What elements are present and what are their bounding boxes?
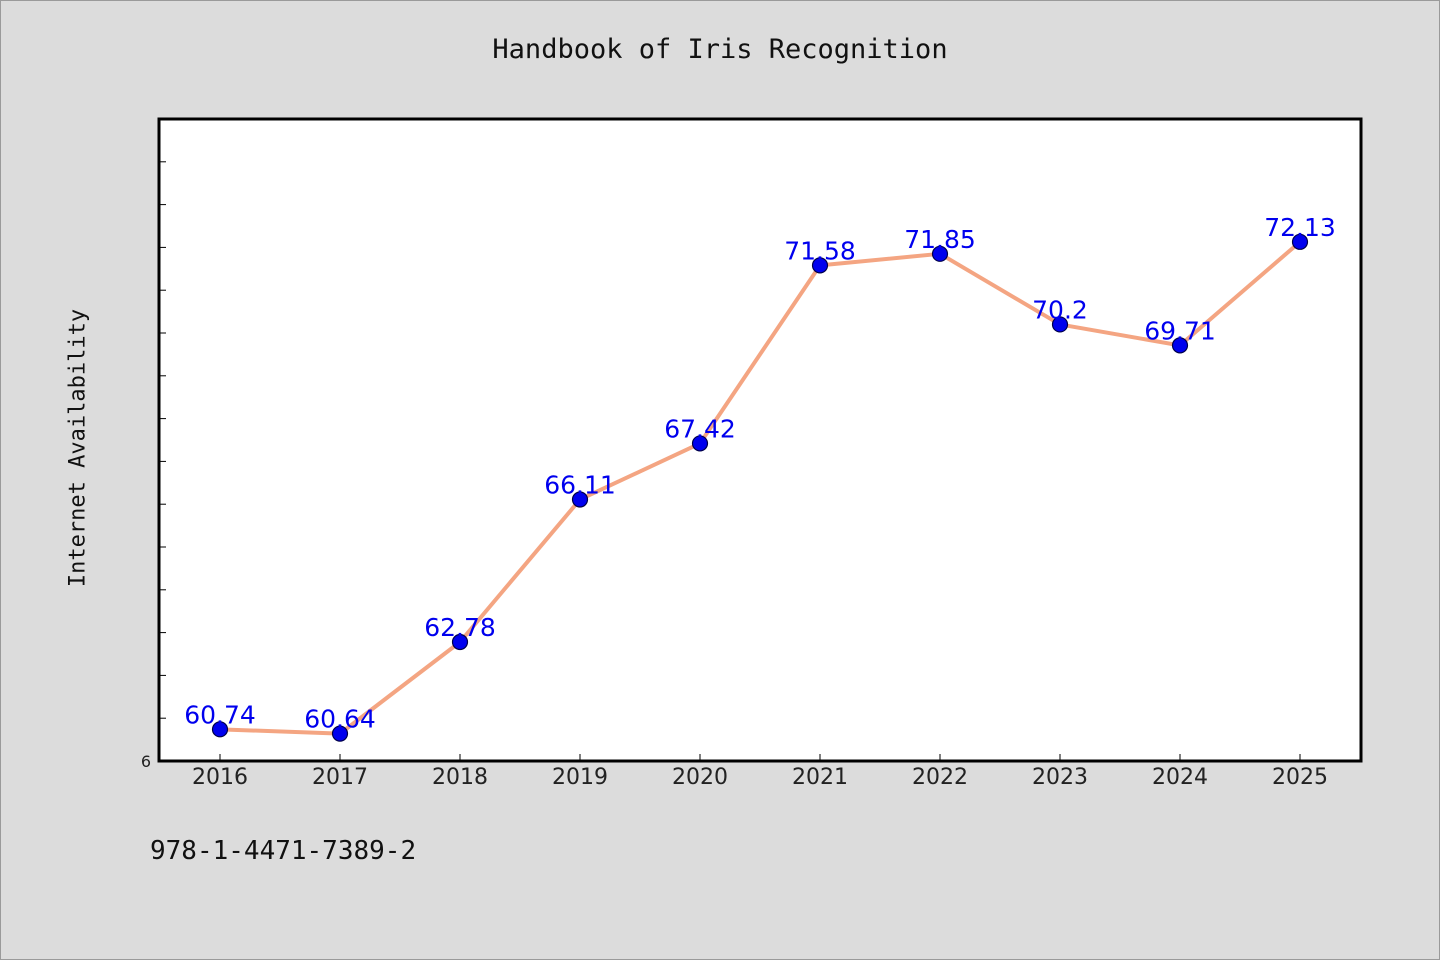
x-tick-label: 2018 <box>432 765 488 790</box>
x-tick-label: 2020 <box>672 765 728 790</box>
data-label: 69.71 <box>1144 316 1216 345</box>
y-tick-label: 6 <box>141 752 151 771</box>
data-point <box>811 257 829 274</box>
data-label: 66.11 <box>544 470 616 499</box>
data-point <box>571 491 589 508</box>
x-tick-label: 2021 <box>792 765 848 790</box>
data-label: 60.64 <box>304 705 376 734</box>
series-line-group <box>219 240 1302 736</box>
data-label: 72.13 <box>1264 213 1336 242</box>
x-tick-label: 2023 <box>1032 765 1088 790</box>
x-tick-label: 2025 <box>1272 765 1328 790</box>
data-label: 62.78 <box>424 613 496 642</box>
isbn-footer: 978-1-4471-7389-2 <box>150 836 417 866</box>
data-point <box>211 721 229 738</box>
plot-area <box>157 117 1363 763</box>
data-point <box>451 633 469 651</box>
series-line <box>219 240 1302 736</box>
x-tick-label: 2024 <box>1152 765 1208 790</box>
data-point <box>1291 233 1309 250</box>
data-label: 60.74 <box>184 700 256 729</box>
x-tick-label: 2019 <box>552 765 608 790</box>
data-point <box>1051 316 1069 333</box>
x-tick-label: 2017 <box>312 765 368 790</box>
y-ticks: 6 <box>141 161 166 771</box>
markers-group <box>211 233 1309 742</box>
x-ticks: 2016 2017 2018 2019 2020 2021 2022 2023 2024 2025 <box>192 754 1328 790</box>
data-labels-group: 60.74 60.64 62.78 66.11 67.42 71.58 71.85 70.2 6… <box>184 213 1336 734</box>
x-tick-label: 2016 <box>192 765 248 790</box>
data-point <box>331 725 349 742</box>
data-label: 71.85 <box>904 225 976 254</box>
x-tick-label: 2022 <box>912 765 968 790</box>
data-point <box>931 245 949 262</box>
data-point <box>1171 337 1189 354</box>
data-label: 71.58 <box>784 236 856 265</box>
chart-title: Handbook of Iris Recognition <box>492 34 948 65</box>
data-label: 70.2 <box>1032 295 1088 324</box>
data-label: 67.42 <box>664 414 736 443</box>
data-point <box>691 435 709 452</box>
